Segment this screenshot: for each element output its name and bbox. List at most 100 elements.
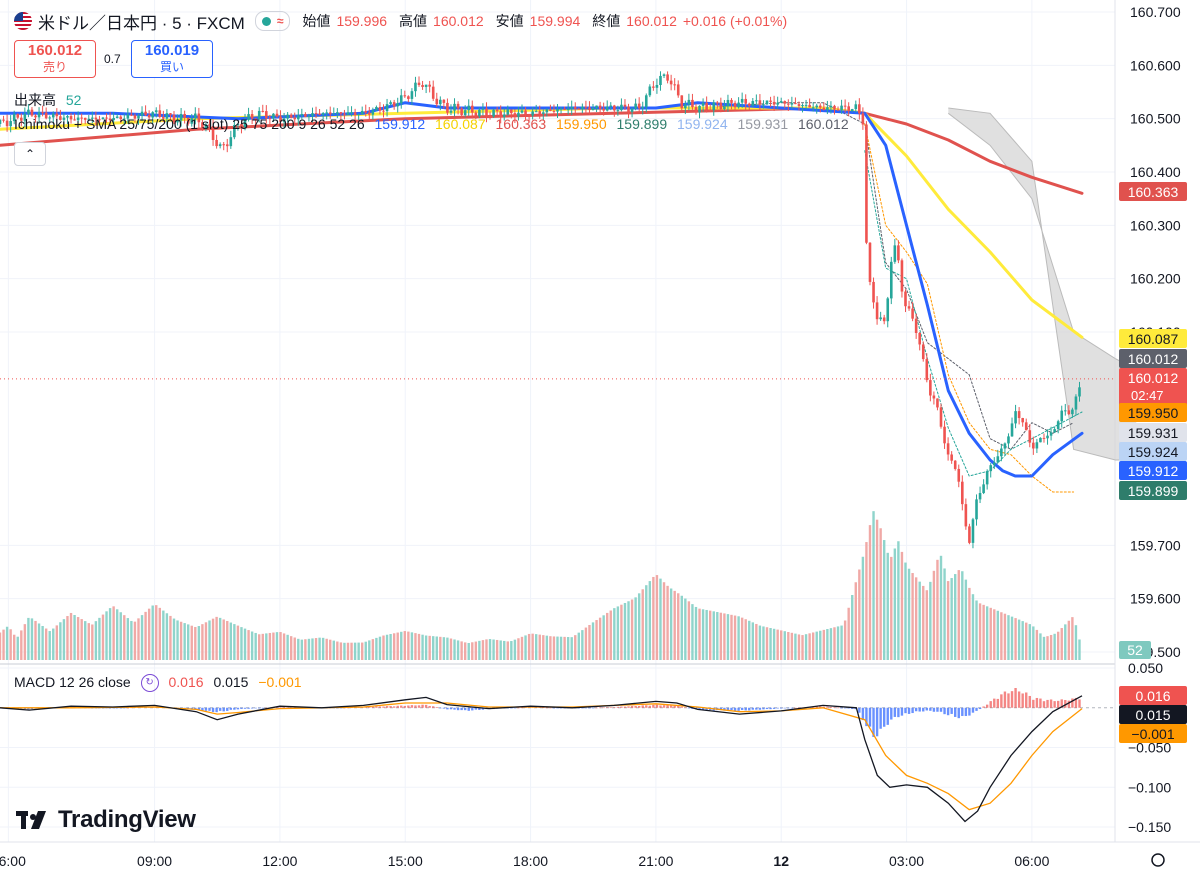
sell-button[interactable]: 160.012 売り: [14, 40, 96, 78]
macd-histogram-bar: [950, 707, 953, 714]
buy-button[interactable]: 160.019 買い: [131, 40, 213, 78]
volume-bar: [598, 617, 602, 660]
volume-bar: [414, 633, 417, 660]
candle: [87, 118, 91, 120]
candle: [755, 100, 758, 102]
candle: [989, 465, 993, 472]
ichimoku-value-6: 159.924: [677, 116, 728, 132]
macd-histogram-bar: [513, 707, 517, 709]
volume-bar: [510, 641, 513, 660]
price-label-text: 159.924: [1128, 444, 1179, 460]
volume-bar: [858, 569, 861, 660]
candle: [847, 106, 850, 112]
candle: [598, 105, 602, 109]
candle: [91, 117, 94, 119]
candle: [307, 116, 311, 118]
volume-bar: [34, 620, 37, 660]
macd-histogram-bar: [385, 706, 389, 708]
volume-bar: [574, 635, 577, 660]
volume-bar: [996, 610, 1000, 660]
volume-bar: [155, 605, 158, 660]
macd-histogram-bar: [467, 707, 470, 711]
volume-bar: [364, 641, 367, 660]
volume-bar: [538, 634, 541, 660]
candle: [414, 82, 417, 92]
volume-legend[interactable]: 出来高 52: [14, 90, 81, 110]
macd-histogram-bar: [123, 707, 126, 709]
macd-histogram-bar: [790, 707, 794, 709]
candle: [435, 98, 439, 105]
macd-histogram-bar: [215, 707, 218, 713]
volume-bar: [37, 623, 41, 660]
ichimoku-legend[interactable]: Ichimoku + SMA 25/75/200 (1 slot) 25 75 …: [14, 116, 849, 132]
status-pill[interactable]: ≈: [254, 11, 291, 31]
candle: [776, 102, 779, 105]
volume-bar: [939, 555, 943, 660]
candle: [659, 75, 662, 85]
candle: [385, 104, 389, 112]
candle: [584, 106, 588, 108]
volume-bar: [446, 637, 449, 660]
candle: [510, 109, 513, 114]
volume-bar: [1049, 634, 1053, 660]
ichimoku-value-5: 159.899: [616, 116, 668, 132]
volume-bar: [1035, 629, 1039, 660]
tradingview-logo[interactable]: TradingView: [16, 806, 196, 834]
senkou-b-line: [948, 107, 1137, 461]
candle: [975, 499, 978, 520]
macd-histogram-bar: [627, 706, 630, 708]
high-label: 高値: [399, 13, 428, 29]
macd-histogram-bar: [925, 707, 929, 711]
candle: [573, 106, 577, 109]
candle: [2, 119, 5, 121]
volume-bar: [698, 608, 701, 660]
macd-histogram-bar: [897, 707, 900, 718]
series-line-26: [864, 123, 1075, 493]
collapse-legend-button[interactable]: ⌃: [14, 142, 46, 166]
candle: [186, 117, 190, 124]
volume-bar: [545, 635, 549, 660]
volume-bar: [115, 609, 119, 660]
candle: [652, 86, 655, 88]
volume-bar: [666, 585, 669, 660]
macd-histogram-bar: [1053, 701, 1056, 708]
macd-histogram-bar: [549, 707, 552, 709]
macd-histogram-bar: [620, 706, 623, 708]
price-label-box: [1119, 481, 1187, 500]
candle: [478, 109, 481, 117]
volume-bar: [922, 585, 925, 660]
volume-bar: [762, 626, 765, 660]
candle: [1056, 421, 1060, 430]
volume-bar: [368, 640, 371, 660]
y-tick-label: 160.500: [1130, 111, 1181, 127]
candle: [460, 108, 463, 116]
volume-bar: [591, 622, 595, 660]
candle: [534, 111, 538, 113]
volume-bar: [371, 639, 375, 660]
volume-bar: [772, 628, 776, 660]
settings-gear-icon[interactable]: [1151, 853, 1165, 867]
volume-bar: [978, 603, 982, 660]
candle: [257, 110, 261, 120]
macd-histogram-bar: [829, 706, 833, 708]
candle: [705, 102, 708, 110]
volume-bar: [794, 633, 797, 660]
macd-histogram-bar: [985, 704, 989, 708]
macd-histogram-bar: [112, 707, 115, 709]
symbol-header: 米ドル／日本円 · 5 · FXCM ≈ 始値 159.996 高値 160.012…: [14, 10, 787, 33]
volume-bar: [272, 632, 275, 660]
refresh-icon[interactable]: ↻: [140, 674, 159, 693]
volume-bar: [616, 606, 620, 660]
macd-histogram-bar: [978, 707, 982, 710]
ichimoku-cloud: [947, 107, 1137, 461]
volume-bar: [314, 638, 318, 660]
symbol-title[interactable]: 米ドル／日本円 · 5 · FXCM: [38, 13, 245, 33]
candle: [581, 106, 584, 109]
candle: [1003, 443, 1007, 449]
candle: [897, 245, 900, 261]
macd-legend[interactable]: MACD 12 26 close ↻ 0.016 0.015 −0.001: [14, 674, 302, 693]
candle: [215, 139, 218, 147]
volume-bar: [833, 627, 836, 660]
candle: [634, 103, 637, 109]
